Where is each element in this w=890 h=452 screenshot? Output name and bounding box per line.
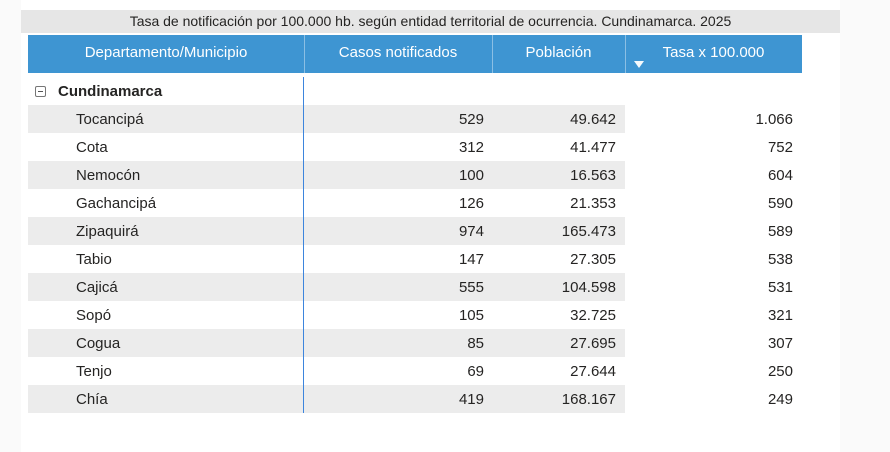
sort-descending-icon[interactable]	[634, 61, 644, 68]
column-header-tasa-label: Tasa x 100.000	[662, 44, 765, 61]
table-row[interactable]: Tabio 147 27.305 538	[28, 245, 802, 273]
cell-municipio[interactable]: Chía	[28, 385, 304, 413]
group-cell-poblacion	[492, 77, 625, 105]
cell-casos[interactable]: 974	[304, 217, 492, 245]
cell-poblacion[interactable]: 16.563	[492, 161, 625, 189]
group-cell[interactable]: Cundinamarca	[28, 77, 304, 105]
cell-tasa[interactable]: 531	[767, 278, 793, 296]
cell-tasa[interactable]: 1.066	[755, 110, 793, 128]
cell-casos[interactable]: 126	[458, 194, 484, 212]
cell-casos[interactable]: 69	[467, 362, 484, 380]
collapse-icon[interactable]	[35, 85, 46, 97]
cell-municipio[interactable]: Sopó	[28, 301, 304, 329]
visual-title: Tasa de notificación por 100.000 hb. seg…	[21, 10, 840, 33]
cell-tasa[interactable]: 250	[767, 362, 793, 380]
cell-municipio[interactable]: Tabio	[28, 245, 304, 273]
data-table: Departamento/Municipio Casos notificados…	[28, 35, 802, 413]
column-header-departamento-municipio[interactable]: Departamento/Municipio	[84, 44, 248, 61]
cell-casos[interactable]: 312	[458, 138, 484, 156]
cell-municipio[interactable]: Nemocón	[28, 161, 304, 189]
cell-municipio[interactable]: Gachancipá	[28, 189, 304, 217]
table-row[interactable]: Chía 419 168.167 249	[28, 385, 802, 413]
cell-casos[interactable]: 105	[458, 306, 484, 324]
cell-tasa[interactable]: 321	[767, 306, 793, 324]
cell-municipio[interactable]: Cota	[28, 133, 304, 161]
cell-poblacion[interactable]: 27.695	[492, 329, 625, 357]
table-row[interactable]: Sopó 105 32.725 321	[28, 301, 802, 329]
cell-poblacion[interactable]: 49.642	[492, 105, 625, 133]
cell-casos[interactable]: 419	[304, 385, 492, 413]
column-header-tasa[interactable]: Tasa x 100.000	[625, 35, 802, 73]
table-row[interactable]: Gachancipá 126 21.353 590	[28, 189, 802, 217]
cell-tasa[interactable]: 604	[767, 166, 793, 184]
column-header-casos-notificados[interactable]: Casos notificados	[304, 35, 492, 73]
cell-municipio[interactable]: Cogua	[28, 329, 304, 357]
group-label: Cundinamarca	[58, 82, 163, 100]
cell-tasa[interactable]: 589	[767, 222, 793, 240]
table-visual: Tasa de notificación por 100.000 hb. seg…	[21, 0, 840, 452]
table-row[interactable]: Cogua 85 27.695 307	[28, 329, 802, 357]
cell-poblacion[interactable]: 27.644	[570, 362, 616, 380]
table-header-row: Departamento/Municipio Casos notificados…	[28, 35, 802, 73]
cell-casos[interactable]: 529	[304, 105, 492, 133]
cell-casos[interactable]: 100	[304, 161, 492, 189]
table-row[interactable]: Nemocón 100 16.563 604	[28, 161, 802, 189]
table-row[interactable]: Tocancipá 529 49.642 1.066	[28, 105, 802, 133]
cell-poblacion[interactable]: 165.473	[492, 217, 625, 245]
cell-casos[interactable]: 147	[458, 250, 484, 268]
column-header-poblacion[interactable]: Población	[492, 35, 625, 73]
cell-tasa[interactable]: 249	[767, 390, 793, 408]
cell-poblacion[interactable]: 104.598	[492, 273, 625, 301]
cell-tasa[interactable]: 590	[767, 194, 793, 212]
cell-casos[interactable]: 555	[304, 273, 492, 301]
cell-municipio[interactable]: Tenjo	[28, 357, 304, 385]
table-row[interactable]: Cota 312 41.477 752	[28, 133, 802, 161]
cell-municipio[interactable]: Tocancipá	[28, 105, 304, 133]
group-row-cundinamarca[interactable]: Cundinamarca	[28, 77, 802, 105]
cell-tasa[interactable]: 538	[767, 250, 793, 268]
cell-municipio[interactable]: Zipaquirá	[28, 217, 304, 245]
cell-casos[interactable]: 85	[304, 329, 492, 357]
group-cell-casos	[304, 77, 492, 105]
table-row[interactable]: Cajicá 555 104.598 531	[28, 273, 802, 301]
table-row[interactable]: Tenjo 69 27.644 250	[28, 357, 802, 385]
cell-poblacion[interactable]: 32.725	[570, 306, 616, 324]
cell-poblacion[interactable]: 168.167	[492, 385, 625, 413]
cell-poblacion[interactable]: 27.305	[570, 250, 616, 268]
cell-tasa[interactable]: 307	[767, 334, 793, 352]
table-row[interactable]: Zipaquirá 974 165.473 589	[28, 217, 802, 245]
cell-municipio[interactable]: Cajicá	[28, 273, 304, 301]
table-body: Tocancipá 529 49.642 1.066 Cota 312 41.477 752 N…	[28, 105, 802, 413]
cell-tasa[interactable]: 752	[767, 138, 793, 156]
cell-poblacion[interactable]: 41.477	[570, 138, 616, 156]
group-cell-tasa	[625, 77, 802, 105]
cell-poblacion[interactable]: 21.353	[570, 194, 616, 212]
